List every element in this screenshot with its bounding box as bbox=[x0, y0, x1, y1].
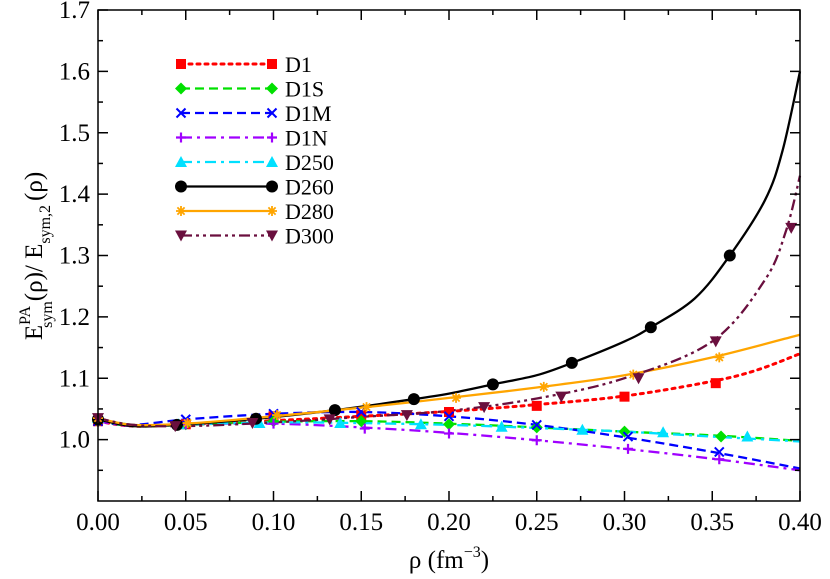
data-point-d1m-5 bbox=[531, 419, 542, 431]
data-point-d300-9 bbox=[785, 222, 798, 234]
y-tick-label: 1.1 bbox=[59, 365, 90, 392]
data-point-d1m-6 bbox=[622, 431, 634, 442]
data-point-d260-5 bbox=[486, 378, 499, 391]
data-point-d1-3 bbox=[356, 410, 367, 421]
legend-marker-d1m bbox=[266, 107, 278, 119]
y-tick-label: 1.5 bbox=[59, 120, 90, 147]
data-point-d1m-7 bbox=[714, 446, 725, 458]
x-axis-title: ρ (fm−3) bbox=[409, 544, 489, 574]
data-point-d300-1 bbox=[169, 421, 182, 433]
data-point-d250-5 bbox=[495, 420, 508, 432]
legend-label-d300: D300 bbox=[285, 224, 334, 249]
x-tick-label: 0.10 bbox=[252, 509, 296, 536]
x-tick-label: 0.30 bbox=[603, 509, 647, 536]
y-tick-label: 1.7 bbox=[59, 0, 90, 24]
legend-label-d1n: D1N bbox=[285, 126, 328, 151]
data-point-d250-3 bbox=[334, 417, 347, 429]
data-point-d1n-3 bbox=[359, 423, 370, 434]
data-point-d1n-4 bbox=[444, 428, 454, 439]
legend-marker-d280 bbox=[267, 206, 277, 216]
x-tick-label: 0.00 bbox=[76, 509, 120, 536]
legend-marker-d260 bbox=[266, 180, 278, 193]
data-point-d1-6 bbox=[619, 391, 630, 402]
data-point-d260-7 bbox=[644, 321, 657, 334]
data-point-d260-3 bbox=[328, 404, 341, 417]
legend-label-d1s: D1S bbox=[285, 77, 324, 102]
series-markers bbox=[92, 222, 798, 465]
legend-marker-d1s bbox=[175, 82, 187, 95]
data-point-d300-2 bbox=[246, 418, 259, 430]
legend-marker-d300 bbox=[266, 230, 278, 242]
data-point-d250-4 bbox=[414, 418, 427, 430]
data-point-d280-1 bbox=[182, 418, 193, 429]
legend-marker-d300 bbox=[175, 230, 187, 242]
data-point-d250-8 bbox=[741, 430, 754, 442]
legend-label-d260: D260 bbox=[285, 175, 334, 200]
series-line-d1m bbox=[97, 410, 801, 470]
x-tick-label: 0.05 bbox=[164, 509, 208, 536]
legend-marker-d1n bbox=[267, 132, 277, 143]
series-line-d260 bbox=[97, 71, 802, 428]
y-tick-label: 1.0 bbox=[59, 427, 90, 454]
data-point-d280-7 bbox=[714, 352, 725, 363]
data-point-d1m-4 bbox=[443, 411, 455, 422]
legend-marker-d1n bbox=[176, 132, 186, 143]
y-axis-title: EPA sym(ρ)/ Esym,2(ρ) bbox=[17, 172, 56, 340]
data-point-d260-4 bbox=[407, 393, 420, 406]
legend-marker-d1 bbox=[176, 59, 186, 69]
data-point-d250-7 bbox=[657, 426, 670, 438]
data-point-d280-5 bbox=[538, 381, 549, 392]
data-point-d1-7 bbox=[710, 378, 721, 389]
legend-marker-d250 bbox=[266, 156, 278, 167]
y-tick-label: 1.2 bbox=[59, 304, 90, 331]
axis-ticks: 0.00 0.05 0.10 0.15 0.20 0.25 0.30 0.35 0.40 1.0 1… bbox=[59, 0, 822, 536]
data-point-d260-6 bbox=[565, 356, 578, 369]
legend-label-d280: D280 bbox=[285, 199, 334, 224]
data-point-d1-5 bbox=[531, 400, 542, 411]
x-tick-label: 0.20 bbox=[427, 509, 471, 536]
data-point-d300-7 bbox=[632, 373, 645, 385]
legend-marker-d280 bbox=[176, 206, 186, 216]
x-tick-label: 0.25 bbox=[515, 509, 559, 536]
data-point-d1n-6 bbox=[623, 443, 634, 454]
y-tick-label: 1.3 bbox=[59, 243, 90, 270]
legend-marker-d1 bbox=[267, 59, 277, 69]
legend-label-d1m: D1M bbox=[285, 101, 331, 126]
data-point-d300-4 bbox=[400, 410, 413, 422]
data-point-d280-4 bbox=[451, 392, 462, 403]
x-tick-label: 0.40 bbox=[778, 509, 822, 536]
x-tick-label: 0.15 bbox=[339, 509, 383, 536]
legend-label-d1: D1 bbox=[285, 52, 312, 77]
legend-marker-d1s bbox=[266, 82, 278, 95]
data-point-d300-6 bbox=[555, 391, 568, 403]
data-point-d1s-5 bbox=[530, 421, 543, 434]
data-point-d1s-7 bbox=[715, 430, 728, 443]
data-point-d280-2 bbox=[272, 410, 283, 421]
x-tick-label: 0.35 bbox=[690, 509, 734, 536]
data-point-d1n-5 bbox=[531, 435, 542, 446]
legend-marker-d260 bbox=[175, 180, 187, 193]
data-point-d1n-7 bbox=[714, 454, 725, 465]
y-tick-label: 1.6 bbox=[59, 58, 90, 85]
legend-marker-d250 bbox=[175, 156, 187, 167]
data-point-d260-8 bbox=[723, 249, 736, 262]
series-line-d300 bbox=[97, 175, 802, 428]
data-point-d1-4 bbox=[444, 407, 454, 418]
data-point-d300-5 bbox=[478, 402, 491, 414]
y-tick-label: 1.4 bbox=[59, 181, 91, 208]
data-point-d300-8 bbox=[709, 336, 722, 348]
data-point-d1s-4 bbox=[443, 418, 455, 431]
data-point-d300-3 bbox=[323, 414, 336, 426]
legend-label-d250: D250 bbox=[285, 150, 334, 175]
data-point-d1n-2 bbox=[268, 418, 279, 429]
legend-marker-d1m bbox=[175, 107, 187, 119]
data-point-d250-6 bbox=[576, 423, 589, 435]
data-point-d280-3 bbox=[361, 402, 372, 413]
